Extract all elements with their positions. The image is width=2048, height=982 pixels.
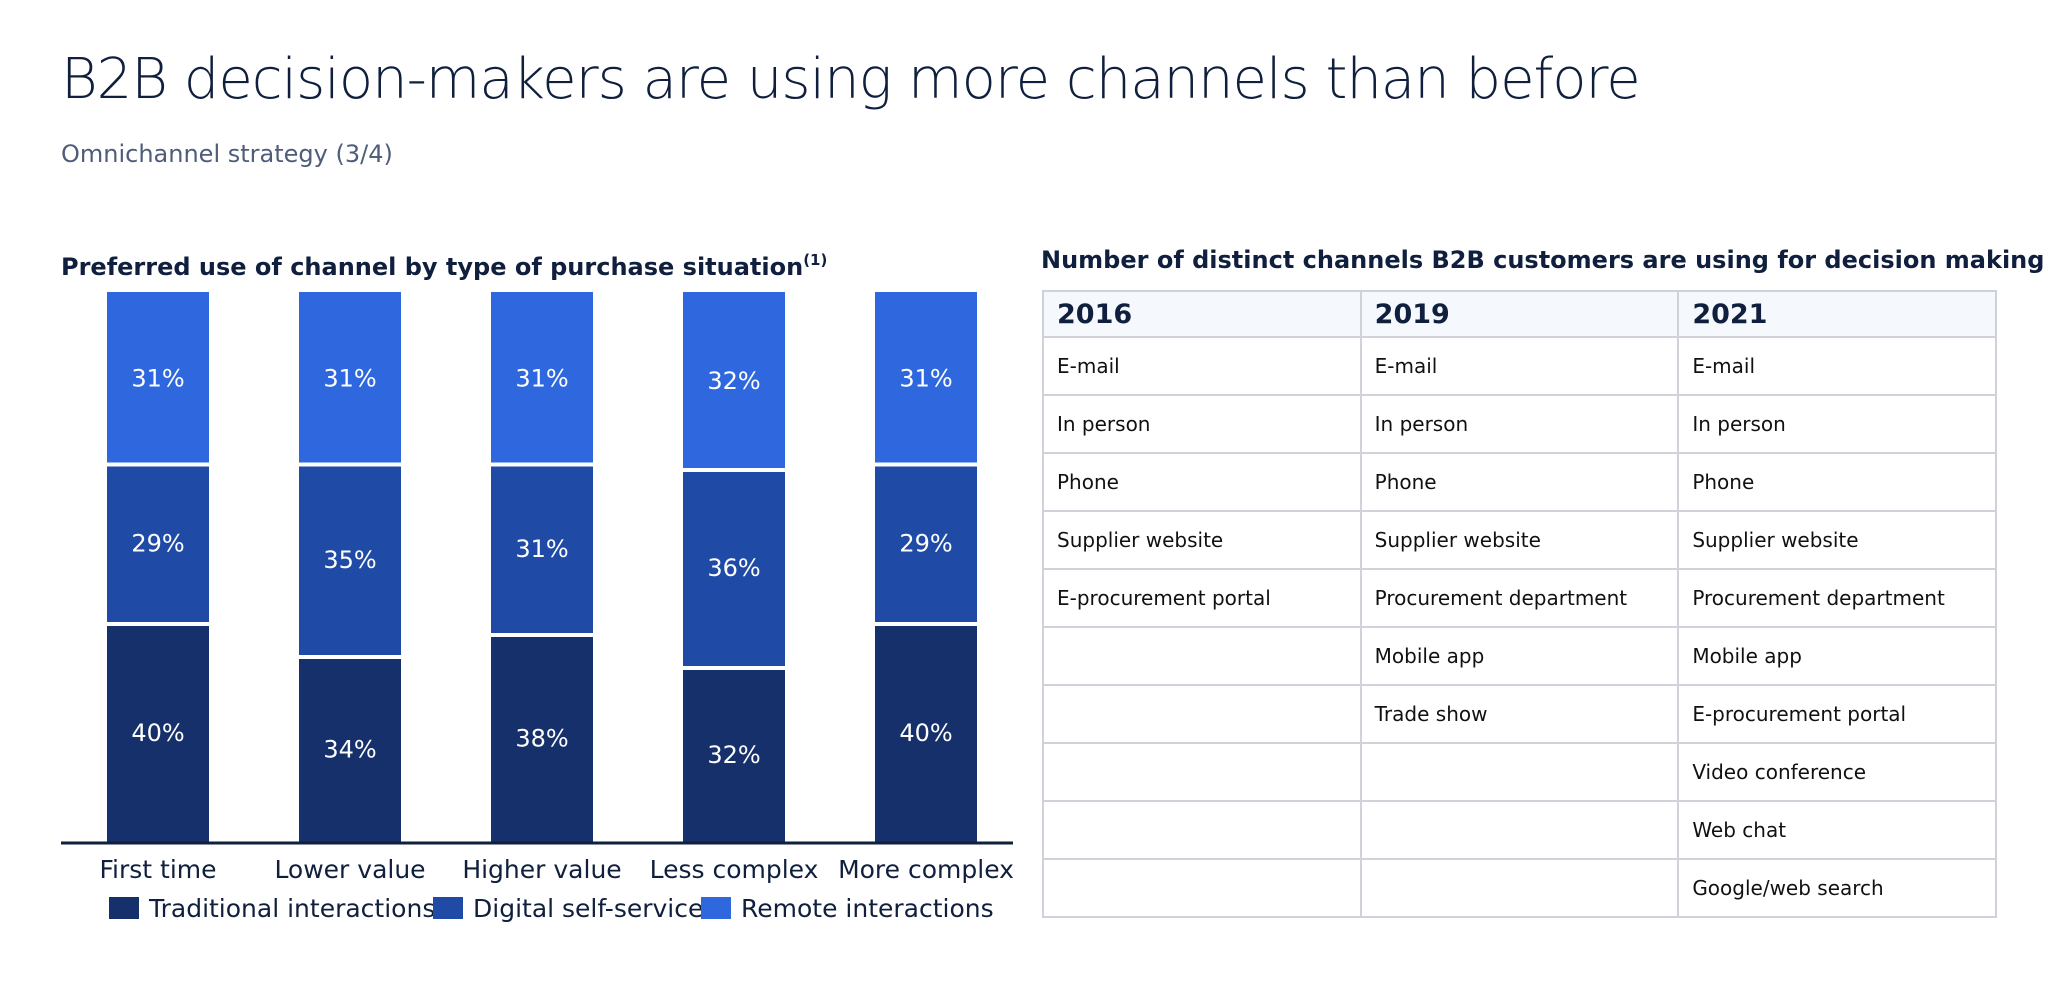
table-cell: E-procurement portal: [1677, 684, 1997, 744]
legend-swatch: [701, 897, 731, 919]
bar-value-label: 40%: [899, 719, 952, 747]
table-cell: [1042, 742, 1362, 802]
table-cell: [1359, 858, 1680, 918]
table-cell: E-mail: [1042, 336, 1362, 396]
table-cell: Procurement department: [1359, 568, 1680, 628]
legend-label: Digital self-service: [473, 894, 703, 923]
table-row: Web chat: [1042, 800, 1997, 860]
table-cell: [1359, 800, 1680, 860]
table-cell: In person: [1042, 394, 1362, 454]
bar-segment: [875, 466, 977, 622]
table-cell: Web chat: [1677, 800, 1997, 860]
table-cell: E-mail: [1677, 336, 1997, 396]
chart-title-text: Preferred use of channel by type of purc…: [61, 253, 804, 281]
table-row: Google/web search: [1042, 858, 1997, 918]
bar-value-label: 36%: [707, 554, 760, 582]
table-cell: Supplier website: [1042, 510, 1362, 570]
bar-value-label: 32%: [707, 741, 760, 769]
page-subtitle: Omnichannel strategy (3/4): [61, 140, 393, 168]
table-cell: E-procurement portal: [1042, 568, 1362, 628]
bar-value-label: 31%: [131, 364, 184, 392]
bar-value-label: 29%: [131, 529, 184, 557]
channels-table: 2016 2019 2021 E-mail E-mail E-mail In pers…: [1042, 290, 1997, 918]
table-cell: In person: [1359, 394, 1680, 454]
table-cell: Supplier website: [1359, 510, 1680, 570]
category-label: Lower value: [274, 855, 425, 884]
table-row: Mobile app Mobile app: [1042, 626, 1997, 686]
category-label: More complex: [838, 855, 1014, 884]
legend-swatch: [433, 897, 463, 919]
table-header-cell: 2016: [1042, 290, 1362, 338]
bar-segment: [107, 466, 209, 622]
table-row: In person In person In person: [1042, 394, 1997, 454]
bar-segment: [875, 626, 977, 842]
table-header-cell: 2019: [1359, 290, 1680, 338]
bar-value-label: 31%: [515, 535, 568, 563]
table-cell: E-mail: [1359, 336, 1680, 396]
bar-value-label: 32%: [707, 367, 760, 395]
bar-segment: [299, 466, 401, 655]
bar-value-label: 38%: [515, 725, 568, 753]
legend-swatch: [109, 897, 139, 919]
table-row: Phone Phone Phone: [1042, 452, 1997, 512]
bar-value-label: 40%: [131, 719, 184, 747]
table-title: Number of distinct channels B2B customer…: [1041, 246, 2045, 274]
category-label: First time: [99, 855, 216, 884]
bar-value-label: 35%: [323, 546, 376, 574]
bar-segment: [491, 292, 593, 463]
bar-value-label: 31%: [323, 364, 376, 392]
table-row: E-mail E-mail E-mail: [1042, 336, 1997, 396]
table-row: E-procurement portal Procurement departme…: [1042, 568, 1997, 628]
bar-value-label: 29%: [899, 529, 952, 557]
table-row: Video conference: [1042, 742, 1997, 802]
table-cell: In person: [1677, 394, 1997, 454]
table-header-cell: 2021: [1677, 290, 1997, 338]
stacked-bar-chart: 40% 29% 31% First time 34% 35% 31% Lower value 3…: [61, 292, 1014, 923]
table-cell: Mobile app: [1359, 626, 1680, 686]
legend-label: Remote interactions: [741, 894, 994, 923]
bar-segment: [107, 292, 209, 463]
legend-label: Traditional interactions: [148, 894, 435, 923]
table-cell: [1042, 684, 1362, 744]
table-cell: Video conference: [1677, 742, 1997, 802]
table-cell: [1042, 800, 1362, 860]
table-header-row: 2016 2019 2021: [1042, 290, 1997, 338]
table-cell: Phone: [1359, 452, 1680, 512]
table-cell: Google/web search: [1677, 858, 1997, 918]
table-cell: Supplier website: [1677, 510, 1997, 570]
chart-title-footnote: (1): [803, 251, 828, 269]
bar-segment: [299, 659, 401, 842]
table-cell: Phone: [1042, 452, 1362, 512]
table-cell: [1042, 626, 1362, 686]
bar-segment: [683, 670, 785, 842]
category-label: Higher value: [462, 855, 621, 884]
category-label: Less complex: [650, 855, 819, 884]
bar-segment: [683, 292, 785, 468]
bar-value-label: 31%: [899, 364, 952, 392]
table-row: Trade show E-procurement portal: [1042, 684, 1997, 744]
bar-segment: [491, 466, 593, 633]
bar-segment: [107, 626, 209, 842]
chart-title: Preferred use of channel by type of purc…: [61, 244, 827, 283]
table-cell: Phone: [1677, 452, 1997, 512]
table-row: Supplier website Supplier website Supplier…: [1042, 510, 1997, 570]
table-cell: [1042, 858, 1362, 918]
table-body: E-mail E-mail E-mail In person In person In p…: [1042, 336, 1997, 918]
table-cell: [1359, 742, 1680, 802]
table-cell: Mobile app: [1677, 626, 1997, 686]
bar-value-label: 34%: [323, 736, 376, 764]
bar-segment: [491, 637, 593, 842]
bar-value-label: 31%: [515, 364, 568, 392]
bar-segment: [875, 292, 977, 463]
table-cell: Procurement department: [1677, 568, 1997, 628]
bar-segment: [683, 472, 785, 666]
page-title: B2B decision-makers are using more chann…: [61, 47, 1641, 112]
table-cell: Trade show: [1359, 684, 1680, 744]
bar-segment: [299, 292, 401, 463]
